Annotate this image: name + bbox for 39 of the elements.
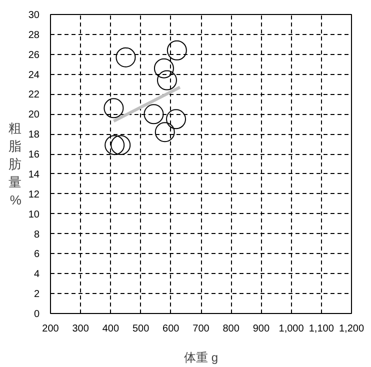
y-tick-label: 0 (34, 309, 40, 320)
x-tick-label: 200 (42, 324, 60, 334)
x-axis-title: 体重 g (184, 350, 218, 364)
point (154, 58, 174, 78)
x-tick-label: 1,200 (338, 324, 364, 334)
point (154, 122, 175, 142)
point (144, 104, 164, 124)
y-tick-label: 8 (34, 229, 40, 240)
point (166, 40, 187, 60)
x-tick-label: 800 (222, 324, 240, 334)
point (156, 70, 177, 90)
y-tick-label: 6 (34, 249, 40, 260)
y-tick-label: 24 (28, 70, 40, 81)
x-tick-label: 600 (162, 324, 180, 334)
point (116, 47, 136, 68)
y-tick-label: 20 (28, 110, 40, 121)
y-tick-label: 28 (28, 30, 40, 41)
y-tick-label: 16 (28, 150, 40, 161)
y-axis-title: 粗脂肪量% (8, 120, 22, 208)
y-tick-label: 4 (34, 269, 40, 280)
x-tick-label: 900 (252, 324, 270, 334)
point (104, 135, 125, 156)
x-tick-label: 1,000 (278, 324, 304, 334)
point (104, 98, 124, 118)
point (166, 109, 186, 130)
y-tick-label: 10 (28, 209, 40, 220)
y-tick-label: 22 (28, 90, 40, 101)
y-tick-label: 2 (34, 289, 40, 300)
y-tick-label: 14 (28, 169, 40, 180)
x-tick-label: 1,100 (308, 324, 334, 334)
x-tick-label: 400 (102, 324, 120, 334)
y-tick-label: 18 (28, 130, 40, 141)
x-tick-label: 300 (72, 324, 90, 334)
y-tick-label: 12 (28, 189, 40, 200)
x-tick-label: 700 (192, 324, 210, 334)
y-tick-label: 26 (28, 50, 40, 61)
x-tick-label: 500 (132, 324, 150, 334)
y-tick-label: 30 (28, 10, 40, 21)
point (110, 135, 131, 156)
